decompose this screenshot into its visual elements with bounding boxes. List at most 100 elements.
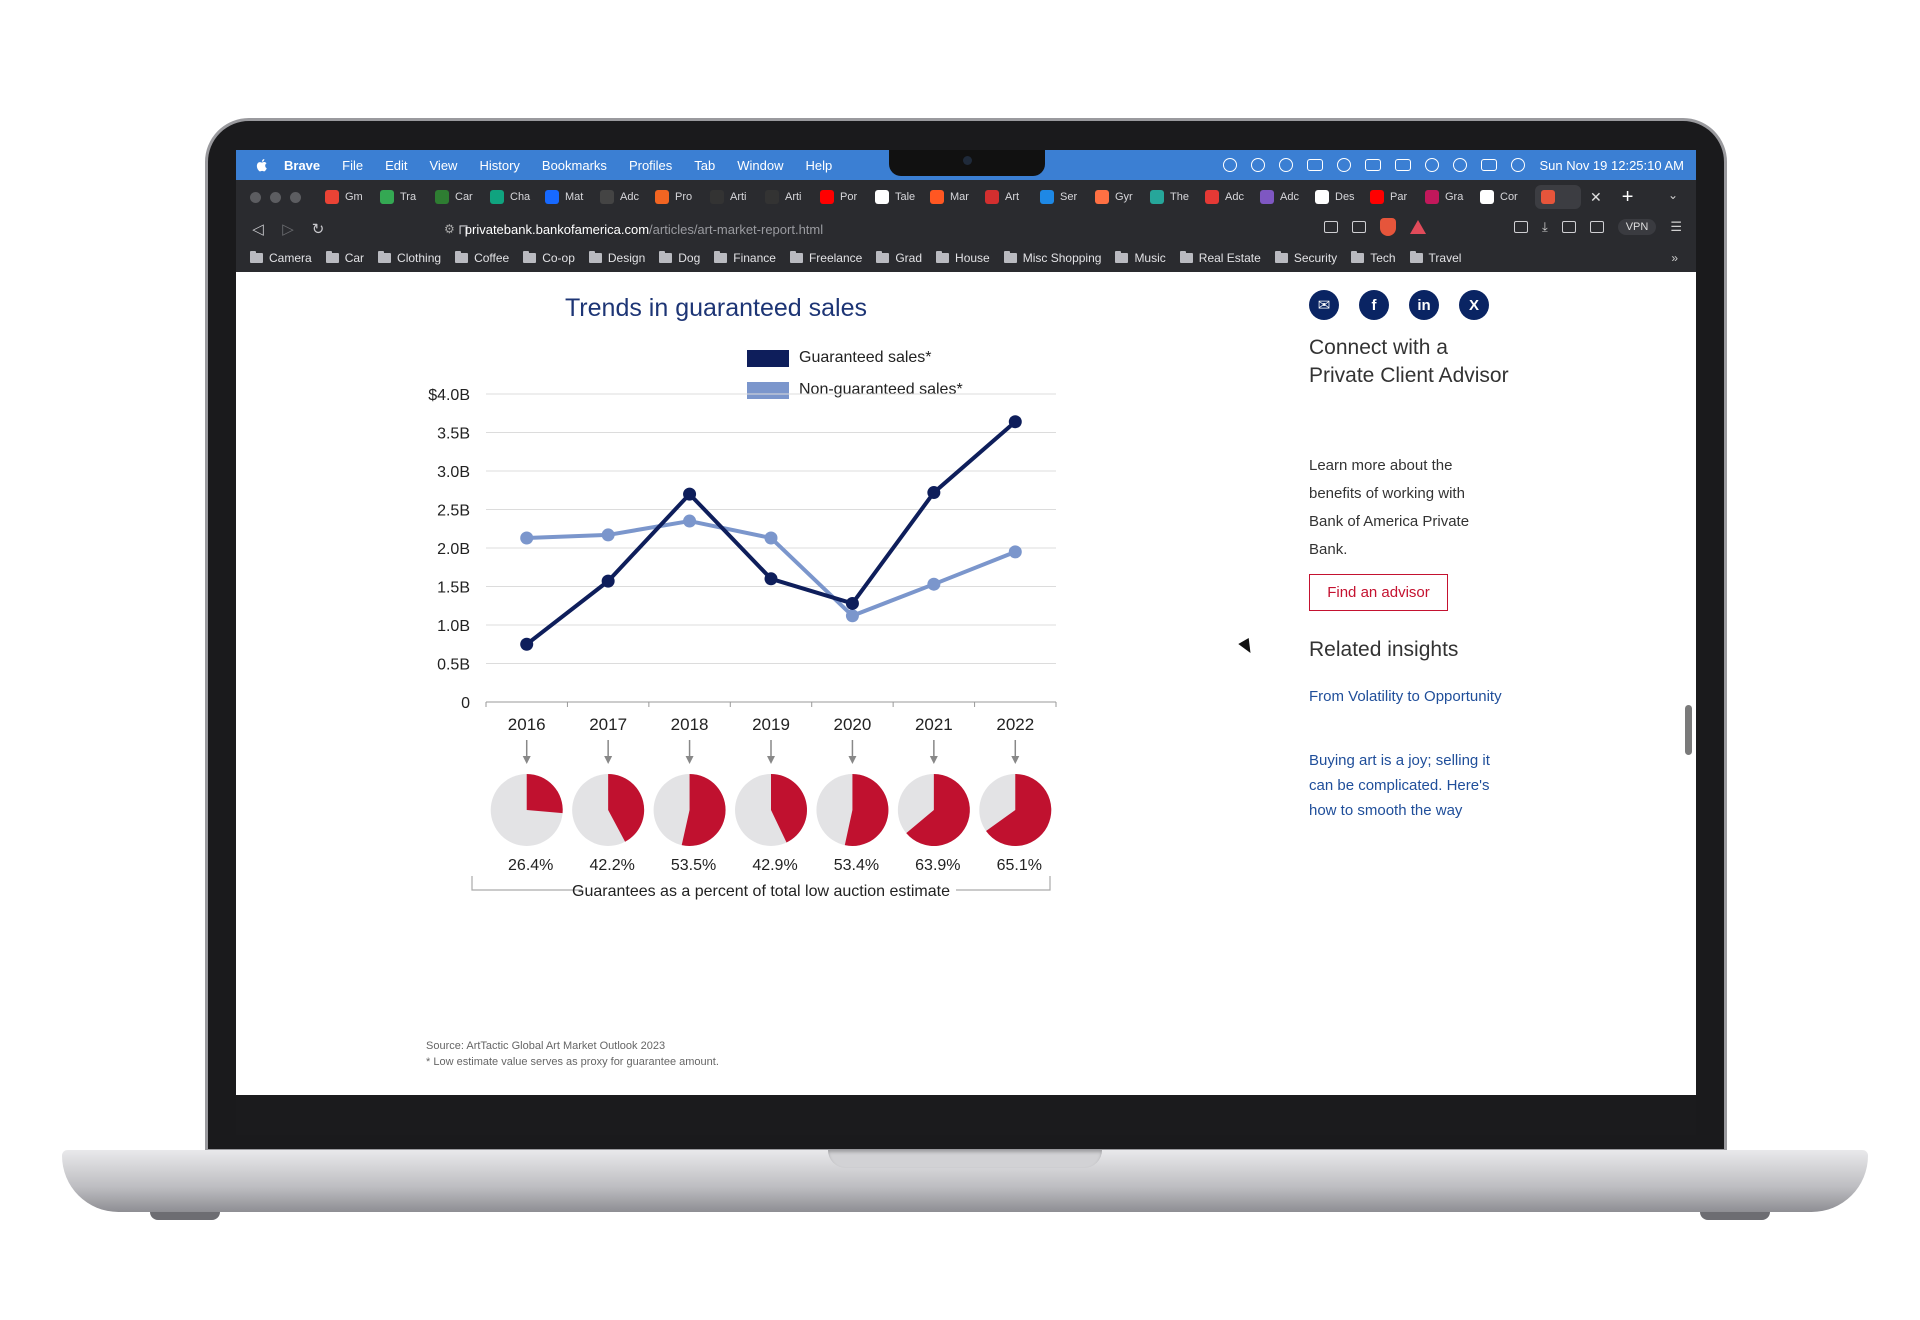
control-center-icon[interactable] xyxy=(1481,159,1498,171)
bookmark-folder[interactable]: Travel xyxy=(1409,251,1461,265)
bookmark-folder[interactable]: Dog xyxy=(659,251,700,265)
menu-app-brave[interactable]: Brave xyxy=(284,157,321,173)
browser-tab[interactable]: The xyxy=(1150,185,1200,209)
tab-label: Art xyxy=(1005,191,1020,203)
menu-view[interactable]: View xyxy=(429,157,458,173)
wallet-icon[interactable] xyxy=(1589,221,1604,233)
bookmark-folder[interactable]: Tech xyxy=(1351,251,1396,265)
browser-tab[interactable]: Cha xyxy=(490,185,540,209)
browser-tab[interactable]: Tra xyxy=(380,185,430,209)
bookmark-folder[interactable]: Security xyxy=(1274,251,1337,265)
brave-rewards-icon[interactable] xyxy=(1409,220,1426,234)
tab-search-chevron-icon[interactable]: ⌄ xyxy=(1667,188,1678,202)
browser-tab[interactable]: Ser xyxy=(1040,185,1090,209)
browser-tab[interactable]: Par xyxy=(1370,185,1420,209)
bookmark-folder[interactable]: Freelance xyxy=(789,251,862,265)
menu-edit[interactable]: Edit xyxy=(385,157,408,173)
bookmark-folder[interactable]: Grad xyxy=(876,251,922,265)
bookmarks-overflow-button[interactable]: » xyxy=(1671,251,1678,265)
bookmark-folder[interactable]: Music xyxy=(1115,251,1166,265)
cloud-icon[interactable] xyxy=(1223,158,1238,172)
find-advisor-button[interactable]: Find an advisor xyxy=(1309,574,1448,611)
menu-history[interactable]: History xyxy=(479,157,520,173)
menubar-clock[interactable]: Sun Nov 19 12:25:10 AM xyxy=(1539,157,1684,173)
bookmark-folder[interactable]: Design xyxy=(588,251,645,265)
browser-tab-active[interactable] xyxy=(1535,185,1581,209)
minimize-window-button[interactable] xyxy=(270,191,281,203)
insight-link[interactable]: Buying art is a joy; selling it can be c… xyxy=(1309,752,1490,819)
reader-mode-icon[interactable] xyxy=(1323,221,1338,233)
bookmark-folder[interactable]: Finance xyxy=(714,251,776,265)
caption-bracket-right xyxy=(956,876,1051,891)
battery-icon[interactable] xyxy=(1395,159,1412,171)
browser-tab[interactable]: Cor xyxy=(1480,185,1530,209)
volume-icon[interactable] xyxy=(1307,159,1324,171)
browser-tab[interactable]: Por xyxy=(820,185,870,209)
menu-hamburger-icon[interactable]: ☰ xyxy=(1670,219,1682,234)
x-icon[interactable]: X xyxy=(1459,290,1489,320)
bluetooth-icon[interactable] xyxy=(1365,159,1382,171)
close-window-button[interactable] xyxy=(250,191,261,203)
browser-tab[interactable]: Gra xyxy=(1425,185,1475,209)
apple-icon[interactable] xyxy=(254,157,270,173)
bookmark-folder[interactable]: Camera xyxy=(250,251,312,265)
browser-tab[interactable]: Arti xyxy=(710,185,760,209)
bookmark-folder[interactable]: House xyxy=(936,251,990,265)
bookmark-folder[interactable]: Car xyxy=(325,251,364,265)
browser-tab[interactable]: Gyr xyxy=(1095,185,1145,209)
menu-profiles[interactable]: Profiles xyxy=(628,157,673,173)
bookmark-folder[interactable]: Misc Shopping xyxy=(1003,251,1101,265)
close-tab-icon[interactable]: ✕ xyxy=(1590,188,1602,205)
bookmark-folder[interactable]: Coffee xyxy=(455,251,509,265)
browser-tab[interactable]: Tale xyxy=(875,185,925,209)
y-tick-label: 1.0B xyxy=(437,618,470,635)
browser-tab[interactable]: Adc xyxy=(1205,185,1255,209)
email-icon[interactable]: ✉ xyxy=(1309,290,1339,320)
downloads-icon[interactable]: ⤓ xyxy=(1541,219,1548,234)
browser-tab[interactable]: Mar xyxy=(930,185,980,209)
browser-tab[interactable]: Art xyxy=(985,185,1035,209)
linkedin-icon[interactable]: in xyxy=(1409,290,1439,320)
bookmark-folder[interactable]: Real Estate xyxy=(1179,251,1261,265)
url-domain: privatebank.bankofamerica.com xyxy=(464,221,650,237)
menu-tab[interactable]: Tab xyxy=(694,157,716,173)
menu-window[interactable]: Window xyxy=(737,157,784,173)
forward-button[interactable]: ▷ xyxy=(282,221,294,238)
sidebar-toggle-icon[interactable] xyxy=(1561,221,1576,233)
browser-tab[interactable]: Pro xyxy=(655,185,705,209)
address-bar[interactable]: ⚙ privatebank.bankofamerica.com/articles… xyxy=(444,217,944,241)
new-tab-button[interactable]: + xyxy=(1621,185,1634,208)
menu-help[interactable]: Help xyxy=(805,157,833,173)
menu-bookmarks[interactable]: Bookmarks xyxy=(541,157,607,173)
tab-label: Par xyxy=(1390,191,1408,203)
browser-tab[interactable]: Des xyxy=(1315,185,1365,209)
data-point-guaranteed xyxy=(927,486,941,500)
bookmark-folder[interactable]: Clothing xyxy=(378,251,441,265)
browser-tab[interactable]: Mat xyxy=(545,185,595,209)
browser-tab[interactable]: Adc xyxy=(1260,185,1310,209)
facebook-icon[interactable]: f xyxy=(1359,290,1389,320)
reload-button[interactable]: ↻ xyxy=(311,221,325,238)
share-page-icon[interactable] xyxy=(1351,221,1366,233)
brave-shields-icon[interactable] xyxy=(1379,218,1396,236)
browser-tab[interactable]: Adc xyxy=(600,185,650,209)
page-scrollbar[interactable] xyxy=(1685,705,1692,755)
browser-tab[interactable]: Arti xyxy=(765,185,815,209)
time-machine-icon[interactable] xyxy=(1337,158,1352,172)
browser-tab[interactable]: Gm xyxy=(325,185,375,209)
insight-link[interactable]: From Volatility to Opportunity xyxy=(1309,688,1502,705)
back-button[interactable]: ◁ xyxy=(252,221,264,238)
bookmark-folder[interactable]: Co-op xyxy=(523,251,575,265)
siri-icon[interactable] xyxy=(1511,158,1526,172)
wifi-icon[interactable] xyxy=(1425,158,1440,172)
hand-icon[interactable] xyxy=(1279,158,1294,172)
spotlight-search-icon[interactable] xyxy=(1453,158,1468,172)
extensions-icon[interactable] xyxy=(1513,221,1528,233)
bookmark-icon[interactable]: ⊓ xyxy=(458,220,469,237)
zoom-window-button[interactable] xyxy=(290,191,301,203)
site-settings-icon[interactable]: ⚙ xyxy=(444,222,455,236)
moon-icon[interactable] xyxy=(1251,158,1266,172)
browser-tab[interactable]: Car xyxy=(435,185,485,209)
vpn-button[interactable]: VPN xyxy=(1617,219,1657,235)
menu-file[interactable]: File xyxy=(342,157,364,173)
